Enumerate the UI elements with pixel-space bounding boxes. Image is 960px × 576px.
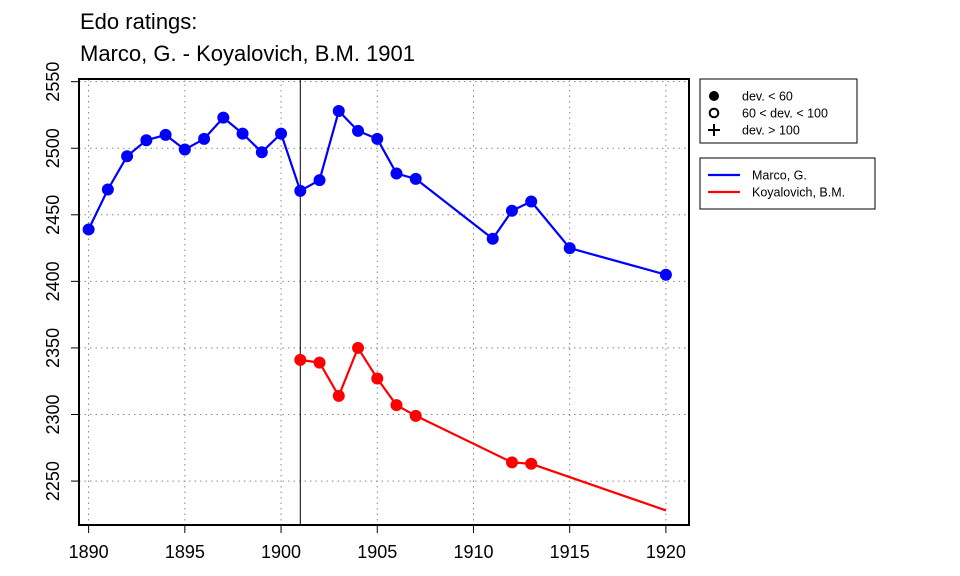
data-point xyxy=(505,456,518,469)
data-point xyxy=(659,268,672,281)
x-tick-label: 1920 xyxy=(646,542,686,562)
data-point xyxy=(352,341,365,354)
data-point xyxy=(255,146,268,159)
data-point xyxy=(101,183,114,196)
chart-title-line: Edo ratings: xyxy=(80,9,197,34)
y-tick-label: 2350 xyxy=(43,328,63,368)
data-point xyxy=(525,457,538,470)
data-point xyxy=(159,128,172,141)
x-axis: 1890 1895 1900 1905 1910 1915 1920 xyxy=(69,524,686,562)
x-tick-label: 1895 xyxy=(165,542,205,562)
series-legend-label: Marco, G. xyxy=(752,169,807,183)
data-point xyxy=(294,184,307,197)
data-point xyxy=(217,111,230,124)
chart-title: Edo ratings: Marco, G. - Koyalovich, B.M… xyxy=(80,9,415,66)
data-point xyxy=(390,167,403,180)
data-point xyxy=(409,172,422,185)
data-point xyxy=(390,399,403,412)
marker-legend-label: dev. < 60 xyxy=(742,90,793,104)
marker-legend-label: 60 < dev. < 100 xyxy=(742,107,828,121)
plus-icon xyxy=(708,124,720,136)
series-group xyxy=(82,104,672,512)
data-point xyxy=(313,174,326,187)
series-legend-box xyxy=(699,157,876,210)
y-tick-label: 2400 xyxy=(43,261,63,301)
x-tick-label: 1905 xyxy=(357,542,397,562)
data-point xyxy=(140,134,153,147)
data-point xyxy=(121,150,134,163)
data-point xyxy=(236,127,249,140)
chart-subtitle-line: Marco, G. - Koyalovich, B.M. 1901 xyxy=(80,41,415,66)
data-point xyxy=(275,127,288,140)
data-point xyxy=(178,143,191,156)
series-line xyxy=(300,346,667,512)
marker-legend: dev. < 60 60 < dev. < 100 dev. > 100 xyxy=(699,78,858,144)
data-point xyxy=(82,223,95,236)
data-point xyxy=(332,104,345,117)
y-tick-label: 2450 xyxy=(43,195,63,235)
series-legend: Marco, G. Koyalovich, B.M. xyxy=(699,157,876,210)
y-tick-label: 2250 xyxy=(43,461,63,501)
x-tick-label: 1900 xyxy=(261,542,301,562)
marker-legend-label: dev. > 100 xyxy=(742,124,800,138)
x-tick-label: 1890 xyxy=(69,542,109,562)
x-tick-label: 1910 xyxy=(453,542,493,562)
x-tick-label: 1915 xyxy=(550,542,590,562)
plot-frame xyxy=(78,78,690,526)
y-tick-label: 2500 xyxy=(43,128,63,168)
data-point xyxy=(294,353,307,366)
data-point xyxy=(371,372,384,385)
y-tick-label: 2550 xyxy=(43,62,63,102)
y-tick-label: 2300 xyxy=(43,394,63,434)
data-point xyxy=(505,204,518,217)
marker-legend-box xyxy=(699,78,858,144)
data-point xyxy=(198,132,211,145)
data-point xyxy=(332,389,345,402)
data-point xyxy=(352,124,365,137)
open-circle-icon xyxy=(708,107,720,119)
data-point xyxy=(371,132,384,145)
y-axis: 2250 2300 2350 2400 2450 2500 2550 xyxy=(43,62,80,501)
data-point xyxy=(409,409,422,422)
data-point xyxy=(486,232,499,245)
data-point xyxy=(563,242,576,255)
grid-lines xyxy=(79,79,689,525)
data-point xyxy=(525,195,538,208)
data-point xyxy=(313,356,326,369)
filled-circle-icon xyxy=(709,91,719,101)
series-legend-label: Koyalovich, B.M. xyxy=(752,186,845,200)
